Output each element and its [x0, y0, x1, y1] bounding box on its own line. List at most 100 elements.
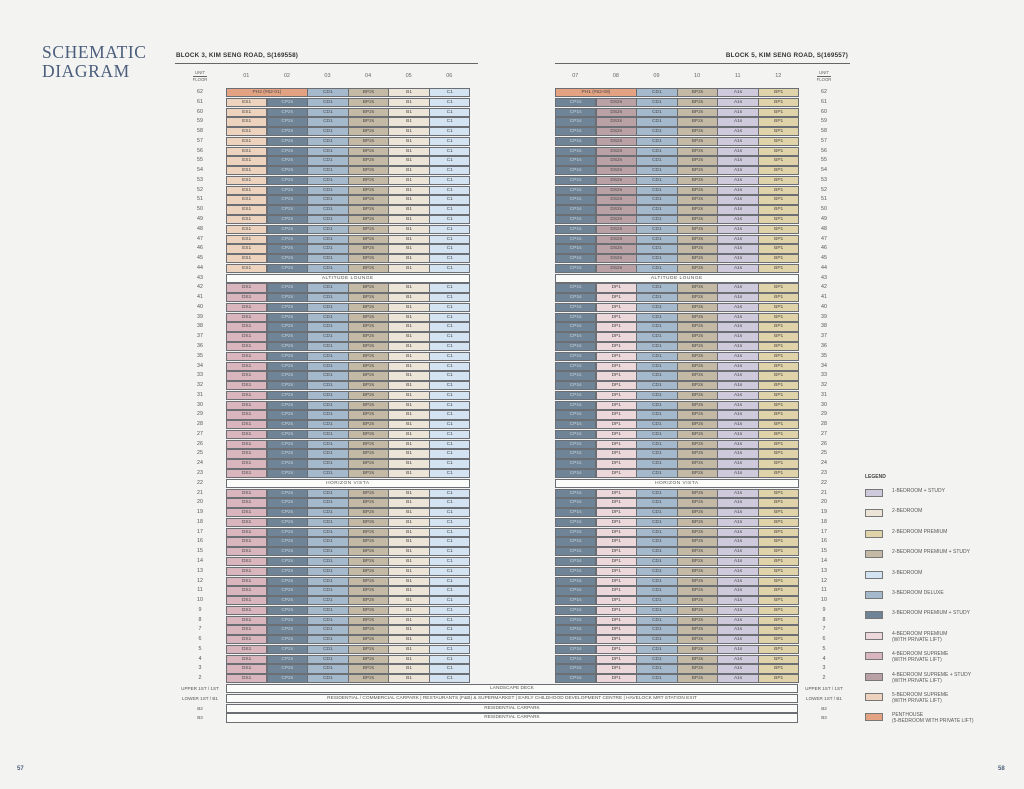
- unit-cell-cp2s[interactable]: CP2s: [266, 537, 308, 547]
- unit-cell-es1[interactable]: ES1: [226, 254, 268, 264]
- unit-cell-cp2s[interactable]: CP2s: [266, 244, 308, 254]
- unit-cell-b1[interactable]: B1: [388, 293, 430, 303]
- unit-cell-cp2s[interactable]: CP2s: [266, 351, 308, 362]
- unit-cell-dp1[interactable]: DP1: [595, 361, 637, 371]
- unit-cell-a1s[interactable]: A1s: [717, 400, 759, 410]
- unit-cell-bp2s[interactable]: BP2s: [676, 420, 719, 430]
- unit-cell-ds1[interactable]: DS1: [226, 537, 268, 547]
- unit-cell-a1s[interactable]: A1s: [717, 342, 759, 352]
- unit-cell-bp2s[interactable]: BP2s: [347, 322, 390, 332]
- unit-cell-bp2s[interactable]: BP2s: [347, 410, 390, 420]
- unit-cell-ds1[interactable]: DS1: [226, 566, 268, 577]
- unit-cell-bp1[interactable]: BP1: [758, 566, 800, 577]
- unit-cell-cd1[interactable]: CD1: [307, 449, 349, 459]
- unit-cell-bp1[interactable]: BP1: [758, 205, 800, 215]
- unit-cell-cp1s[interactable]: CP1s: [555, 136, 597, 147]
- unit-cell-a1s[interactable]: A1s: [717, 175, 759, 186]
- unit-cell-a1s[interactable]: A1s: [717, 429, 759, 440]
- unit-cell-cp1s[interactable]: CP1s: [555, 556, 597, 567]
- unit-cell-cp2s[interactable]: CP2s: [266, 635, 308, 645]
- unit-cell-ds2s[interactable]: DS2s: [595, 234, 637, 244]
- unit-cell-c1[interactable]: C1: [429, 195, 471, 205]
- unit-cell-ds2s[interactable]: DS2s: [595, 195, 637, 205]
- unit-cell-bp1[interactable]: BP1: [758, 244, 800, 254]
- unit-cell-bp2s[interactable]: BP2s: [347, 156, 390, 166]
- unit-cell-dp1[interactable]: DP1: [595, 556, 637, 567]
- unit-cell-c1[interactable]: C1: [429, 302, 471, 313]
- unit-cell-cp2s[interactable]: CP2s: [266, 117, 308, 127]
- unit-cell-cd1[interactable]: CD1: [636, 224, 678, 235]
- unit-cell-a1s[interactable]: A1s: [717, 508, 759, 518]
- unit-cell-cd1[interactable]: CD1: [636, 381, 678, 391]
- unit-cell-bp2s[interactable]: BP2s: [347, 215, 390, 225]
- unit-cell-bp1[interactable]: BP1: [758, 156, 800, 166]
- unit-cell-cp1s[interactable]: CP1s: [555, 449, 597, 459]
- unit-cell-b1[interactable]: B1: [388, 390, 430, 401]
- unit-cell-ds1[interactable]: DS1: [226, 508, 268, 518]
- unit-cell-cd1[interactable]: CD1: [636, 136, 678, 147]
- unit-cell-cp1s[interactable]: CP1s: [555, 566, 597, 577]
- unit-cell-a1s[interactable]: A1s: [717, 146, 759, 156]
- unit-cell-cp1s[interactable]: CP1s: [555, 537, 597, 547]
- unit-cell-cd1[interactable]: CD1: [636, 635, 678, 645]
- unit-cell-a1s[interactable]: A1s: [717, 166, 759, 176]
- unit-cell-cp1s[interactable]: CP1s: [555, 625, 597, 635]
- unit-cell-c1[interactable]: C1: [429, 566, 471, 577]
- unit-cell-dp1[interactable]: DP1: [595, 459, 637, 469]
- unit-cell-dp1[interactable]: DP1: [595, 566, 637, 577]
- unit-cell-cd1[interactable]: CD1: [307, 322, 349, 332]
- unit-cell-dp1[interactable]: DP1: [595, 547, 637, 557]
- unit-cell-a1s[interactable]: A1s: [717, 322, 759, 332]
- unit-cell-cp1s[interactable]: CP1s: [555, 605, 597, 616]
- unit-cell-bp2s[interactable]: BP2s: [676, 498, 719, 508]
- unit-cell-cd1[interactable]: CD1: [307, 293, 349, 303]
- unit-cell-cd1[interactable]: CD1: [307, 625, 349, 635]
- unit-cell-bp2s[interactable]: BP2s: [676, 332, 719, 342]
- unit-cell-bp2s[interactable]: BP2s: [347, 449, 390, 459]
- unit-cell-es1[interactable]: ES1: [226, 205, 268, 215]
- unit-cell-ds2s[interactable]: DS2s: [595, 117, 637, 127]
- unit-cell-cd1[interactable]: CD1: [307, 302, 349, 313]
- unit-cell-bp2s[interactable]: BP2s: [676, 459, 719, 469]
- unit-cell-bp1[interactable]: BP1: [758, 429, 800, 440]
- unit-cell-b1[interactable]: B1: [388, 185, 430, 195]
- unit-cell-bp2s[interactable]: BP2s: [347, 234, 390, 244]
- unit-cell-b1[interactable]: B1: [388, 107, 430, 117]
- unit-cell-bp2s[interactable]: BP2s: [676, 224, 719, 235]
- unit-cell-bp2s[interactable]: BP2s: [347, 293, 390, 303]
- unit-cell-ds1[interactable]: DS1: [226, 390, 268, 401]
- unit-cell-cp1s[interactable]: CP1s: [555, 97, 597, 108]
- unit-cell-a1s[interactable]: A1s: [717, 674, 759, 684]
- unit-cell-c1[interactable]: C1: [429, 576, 471, 586]
- unit-cell-bp2s[interactable]: BP2s: [676, 429, 719, 440]
- unit-cell-bp2s[interactable]: BP2s: [676, 644, 719, 655]
- unit-cell-cd1[interactable]: CD1: [307, 146, 349, 156]
- unit-cell-ds2s[interactable]: DS2s: [595, 175, 637, 186]
- unit-cell-c1[interactable]: C1: [429, 107, 471, 117]
- unit-cell-cp1s[interactable]: CP1s: [555, 293, 597, 303]
- unit-cell-cd1[interactable]: CD1: [636, 175, 678, 186]
- unit-cell-c1[interactable]: C1: [429, 547, 471, 557]
- unit-cell-cp2s[interactable]: CP2s: [266, 127, 308, 137]
- unit-cell-ds1[interactable]: DS1: [226, 332, 268, 342]
- unit-cell-bp1[interactable]: BP1: [758, 625, 800, 635]
- unit-cell-cp2s[interactable]: CP2s: [266, 439, 308, 450]
- unit-cell-c1[interactable]: C1: [429, 674, 471, 684]
- unit-cell-b1[interactable]: B1: [388, 498, 430, 508]
- unit-cell-cd1[interactable]: CD1: [636, 146, 678, 156]
- unit-cell-c1[interactable]: C1: [429, 469, 471, 479]
- unit-cell-a1s[interactable]: A1s: [717, 312, 759, 322]
- unit-cell-a1s[interactable]: A1s: [717, 136, 759, 147]
- unit-cell-bp2s[interactable]: BP2s: [676, 596, 719, 606]
- unit-cell-bp1[interactable]: BP1: [758, 498, 800, 508]
- unit-cell-ds1[interactable]: DS1: [226, 664, 268, 674]
- unit-cell-a1s[interactable]: A1s: [717, 635, 759, 645]
- unit-cell-cd1[interactable]: CD1: [636, 302, 678, 313]
- unit-cell-cd1[interactable]: CD1: [307, 117, 349, 127]
- unit-cell-b1[interactable]: B1: [388, 371, 430, 381]
- unit-cell-cp1s[interactable]: CP1s: [555, 459, 597, 469]
- unit-cell-cd1[interactable]: CD1: [636, 361, 678, 371]
- unit-cell-c1[interactable]: C1: [429, 283, 471, 293]
- unit-cell-cp2s[interactable]: CP2s: [266, 205, 308, 215]
- unit-cell-bp2s[interactable]: BP2s: [676, 674, 719, 684]
